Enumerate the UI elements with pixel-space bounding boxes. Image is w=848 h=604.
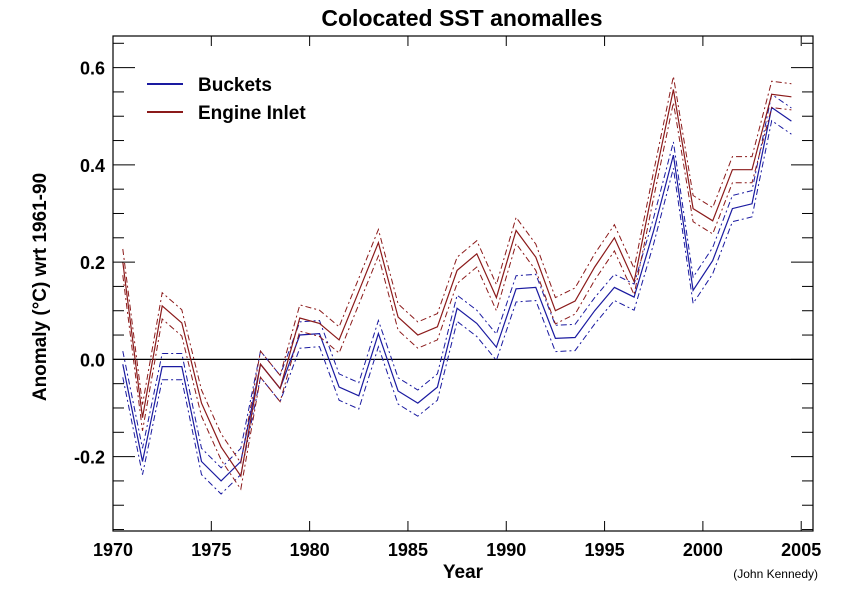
plot-area [113, 76, 813, 495]
series-line-buckets [122, 106, 792, 482]
x-tick-label: 1980 [290, 540, 330, 560]
x-tick-label: 1985 [388, 540, 428, 560]
x-axis-title: Year [443, 562, 484, 583]
y-tick-label: 0.4 [80, 156, 105, 176]
legend: Buckets Engine Inlet [147, 75, 306, 124]
y-tick-label: 0.0 [80, 350, 105, 370]
y-axis-title: Anomaly (°C) wrt 1961-90 [30, 173, 51, 401]
plot-frame [112, 35, 814, 532]
axes [112, 35, 814, 532]
legend-label-engine-inlet: Engine Inlet [198, 103, 306, 124]
series-engine-inlet [122, 76, 792, 491]
y-tick-labels: -0.2 0.0 0.2 0.4 0.6 [74, 59, 105, 468]
author-credit: (John Kennedy) [733, 567, 818, 581]
x-tick-label: 1990 [486, 540, 526, 560]
series-upper-band-buckets [122, 93, 792, 469]
series-buckets [122, 93, 792, 495]
y-tick-label: 0.6 [80, 59, 105, 79]
x-tick-label: 2000 [683, 540, 723, 560]
series-upper-band-engine-inlet [122, 76, 792, 465]
series-lower-band-engine-inlet [122, 102, 792, 491]
x-tick-label: 1970 [93, 540, 133, 560]
legend-label-buckets: Buckets [198, 75, 272, 96]
x-tick-labels: 1970 1975 1980 1985 1990 1995 2000 2005 [93, 540, 821, 560]
series-lower-band-buckets [122, 119, 792, 495]
x-tick-label: 1995 [585, 540, 625, 560]
x-tick-label: 1975 [191, 540, 231, 560]
y-tick-label: 0.2 [80, 253, 105, 273]
y-tick-label: -0.2 [74, 448, 105, 468]
series-line-engine-inlet [122, 89, 792, 478]
chart-title: Colocated SST anomalles [321, 5, 602, 31]
x-tick-label: 2005 [781, 540, 821, 560]
